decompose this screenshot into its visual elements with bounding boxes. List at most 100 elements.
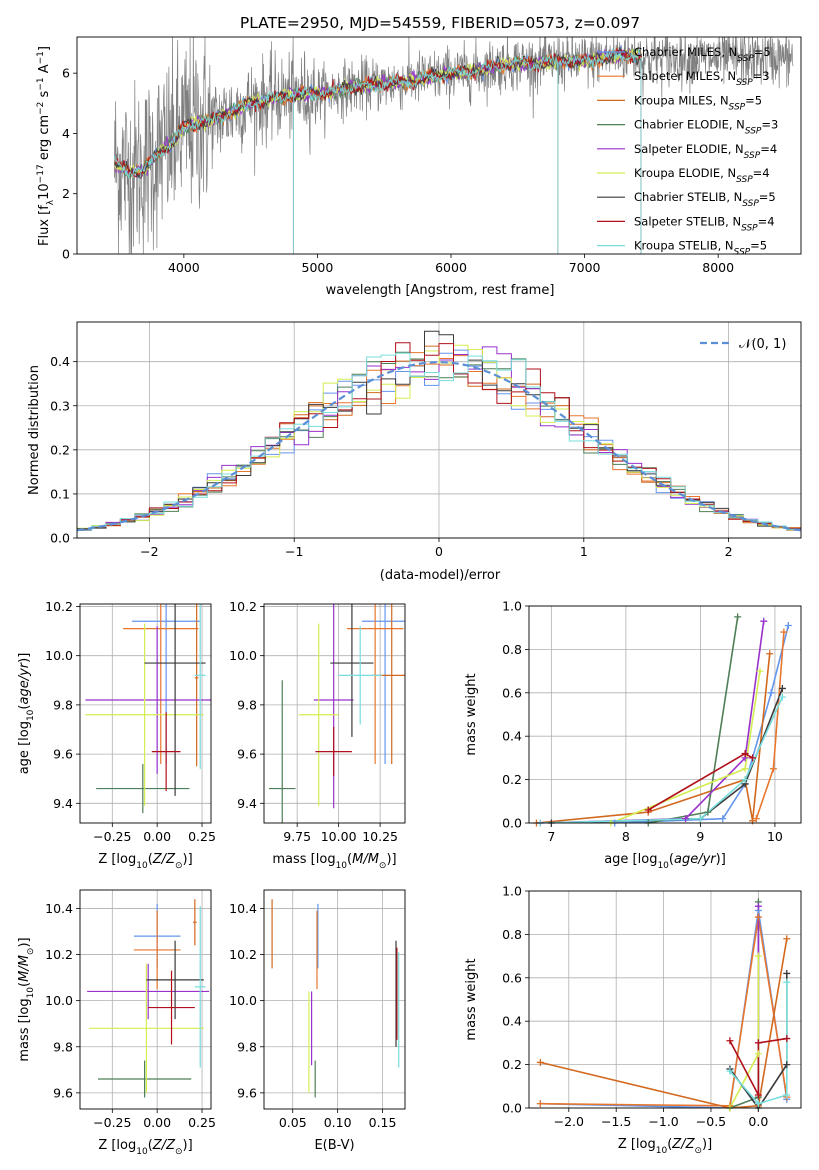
weight-marker <box>644 806 652 814</box>
weight-marker <box>767 689 775 697</box>
axes-frame <box>79 603 212 824</box>
x-tick-label: 0.05 <box>279 1115 307 1130</box>
y-tick-label: 0.2 <box>502 772 522 787</box>
weight-marker <box>783 978 791 986</box>
weight-marker <box>681 815 689 823</box>
axes-weights_vs_age: 7 8 9 10 0.0 0.2 0.4 0.6 0.8 1.0 age [log10(age/yr… <box>464 599 802 871</box>
x-axis-label: (data-model)/error <box>380 568 501 583</box>
weight-marker <box>778 693 786 701</box>
x-tick-label: −2.0 <box>554 1114 584 1129</box>
y-tick-label: 0.4 <box>502 1014 522 1029</box>
x-tick-label: 9 <box>696 829 704 844</box>
x-axis-label: mass [log10(M/M⊙)] <box>272 852 396 871</box>
weight-marker <box>783 935 791 943</box>
axes-weights_vs_Z: −2.0 −1.5 −1.0 −0.5 0.0 0.0 0.2 0.4 0.6 0.8 1.0 Z [… <box>464 884 802 1156</box>
y-axis-label: Flux [fλ10−17 erg cm−2 s−1 A−1] <box>36 46 56 246</box>
weight-marker <box>783 969 791 977</box>
weight-marker <box>726 1067 734 1075</box>
weight-marker <box>754 952 762 960</box>
weight-marker <box>784 622 792 630</box>
weight-line <box>540 625 790 823</box>
model-spectrum-kroupa-stelib <box>113 48 643 179</box>
legend-entry: Kroupa MILES, NSSP=5 <box>634 93 762 112</box>
y-tick-label: 2 <box>62 186 70 201</box>
plot-area-spectrum <box>113 37 794 254</box>
y-tick-label: 10.2 <box>229 599 257 614</box>
y-axis-label: mass weight <box>464 958 479 1040</box>
axes-frame <box>263 889 406 1110</box>
weight-line <box>540 696 784 823</box>
legend-entry: Kroupa STELIB, NSSP=5 <box>634 239 767 258</box>
plot-area-mass_vs_Z <box>87 899 210 1098</box>
y-tick-label: 0 <box>62 247 70 262</box>
x-tick-label: 0 <box>435 544 443 559</box>
y-tick-label: 10.2 <box>229 947 257 962</box>
y-tick-label: 10.2 <box>45 599 73 614</box>
y-tick-label: 9.6 <box>237 1085 257 1100</box>
weight-marker <box>783 1035 791 1043</box>
y-tick-label: 0.8 <box>502 642 522 657</box>
axes-residuals: −2 −1 0 1 2 0.0 0.1 0.2 0.3 0.4 𝒩(0, 1) (data-model… <box>27 321 802 583</box>
x-tick-label: −1.5 <box>601 1114 631 1129</box>
weight-marker <box>752 815 760 823</box>
weight-marker <box>754 1050 762 1058</box>
y-tick-label: 0.2 <box>502 1057 522 1072</box>
y-tick-label: 10.0 <box>45 648 73 663</box>
plot-area-residuals <box>77 330 801 538</box>
x-axis-label: wavelength [Angstrom, rest frame] <box>326 283 555 298</box>
x-tick-label: 7000 <box>569 260 601 275</box>
weight-marker <box>704 808 712 816</box>
x-tick-label: 5000 <box>302 260 334 275</box>
x-tick-label: 2 <box>725 544 733 559</box>
axes-spectrum: 4000 5000 6000 7000 8000 0 2 4 6 Chabrier MILES, … <box>36 36 802 298</box>
weight-marker <box>726 1037 734 1045</box>
weight-marker <box>741 750 749 758</box>
plot-area-age_vs_Z <box>85 604 211 814</box>
weight-marker <box>783 1061 791 1069</box>
plot-area-age_vs_mass <box>268 604 405 823</box>
y-tick-label: 0.0 <box>502 816 522 831</box>
y-tick-label: 10.0 <box>45 993 73 1008</box>
legend-entry: Salpeter MILES, NSSP=3 <box>634 69 770 88</box>
y-axis-label: age [log10(age/yr)] <box>17 653 36 775</box>
y-tick-label: 0.4 <box>502 729 522 744</box>
weight-marker <box>719 815 727 823</box>
x-tick-label: 0.25 <box>188 1115 216 1130</box>
axes-mass_vs_Z: −0.25 0.00 0.25 9.6 9.8 10.0 10.2 10.4 Z [log10(… <box>17 889 216 1157</box>
x-axis-label: Z [log10(Z/Z⊙)] <box>98 1138 192 1157</box>
weight-marker <box>760 617 768 625</box>
weight-line <box>729 1037 787 1096</box>
weight-marker <box>696 815 704 823</box>
y-tick-label: 4 <box>62 126 70 141</box>
y-tick-label: 0.1 <box>50 486 70 501</box>
y-tick-label: 10.0 <box>229 648 257 663</box>
y-tick-label: 0.6 <box>502 685 522 700</box>
y-tick-label: 9.6 <box>53 747 73 762</box>
y-tick-label: 9.6 <box>53 1085 73 1100</box>
x-tick-label: −2 <box>140 544 158 559</box>
weight-marker <box>769 765 777 773</box>
y-tick-label: 9.8 <box>237 697 257 712</box>
residual-histogram <box>77 352 801 538</box>
x-tick-label: 4000 <box>168 260 200 275</box>
legend-entry: Salpeter STELIB, NSSP=4 <box>634 214 775 233</box>
x-tick-label: 10.00 <box>321 829 357 844</box>
weight-marker <box>783 1091 791 1099</box>
weight-marker <box>734 613 742 621</box>
y-tick-label: 0.8 <box>502 927 522 942</box>
x-tick-label: 0.00 <box>143 1115 171 1130</box>
axes-frame <box>263 603 406 824</box>
weight-marker <box>778 684 786 692</box>
plot-area-mass_vs_ebv <box>271 899 400 1098</box>
weight-marker <box>749 754 757 762</box>
weight-marker <box>754 1039 762 1047</box>
weight-marker <box>756 667 764 675</box>
y-tick-label: 10.0 <box>229 993 257 1008</box>
x-axis-label: E(B-V) <box>314 1138 354 1153</box>
weight-marker <box>754 1091 762 1099</box>
y-tick-label: 9.8 <box>53 1039 73 1054</box>
figure-title: PLATE=2950, MJD=54559, FIBERID=0573, z=0… <box>240 14 640 32</box>
axes-frame <box>528 605 802 824</box>
normal-curve <box>77 360 801 532</box>
y-tick-label: 9.8 <box>237 1039 257 1054</box>
